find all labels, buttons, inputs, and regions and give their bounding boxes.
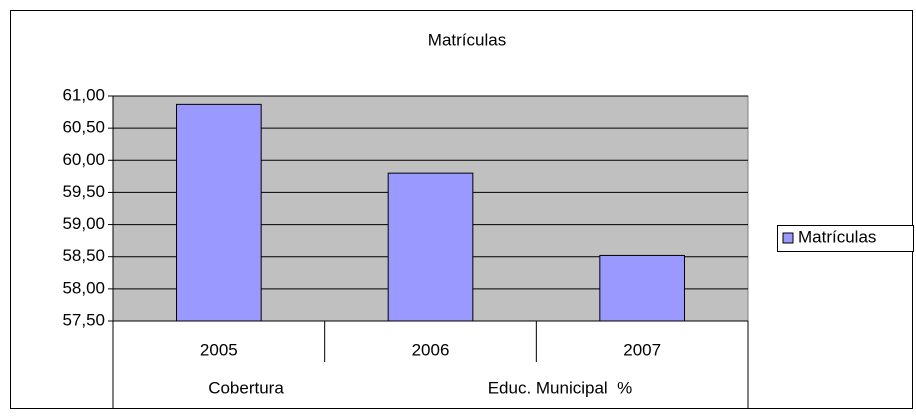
y-tick-label: 59,50 bbox=[62, 182, 105, 201]
x-tick-label: 2007 bbox=[623, 340, 661, 359]
x-tick-label: 2006 bbox=[412, 340, 450, 359]
y-tick-label: 60,50 bbox=[62, 118, 105, 137]
bar bbox=[387, 172, 474, 322]
y-tick-label: 57,50 bbox=[62, 310, 105, 329]
bar bbox=[176, 103, 262, 322]
x-tick-label: 2005 bbox=[200, 340, 238, 359]
y-tick-label: 58,00 bbox=[62, 278, 105, 297]
x-group-label: Educ. Municipal % bbox=[488, 378, 633, 397]
legend-label: Matrículas bbox=[798, 227, 876, 246]
y-tick-label: 59,00 bbox=[62, 214, 105, 233]
y-tick-label: 61,00 bbox=[62, 85, 105, 104]
x-group-label: Cobertura bbox=[208, 378, 284, 397]
chart-title: Matrículas bbox=[428, 30, 506, 49]
y-tick-label: 58,50 bbox=[62, 246, 105, 265]
y-tick-label: 60,00 bbox=[62, 150, 105, 169]
legend-swatch bbox=[782, 232, 794, 244]
bar bbox=[599, 254, 685, 322]
legend-box bbox=[777, 225, 914, 252]
